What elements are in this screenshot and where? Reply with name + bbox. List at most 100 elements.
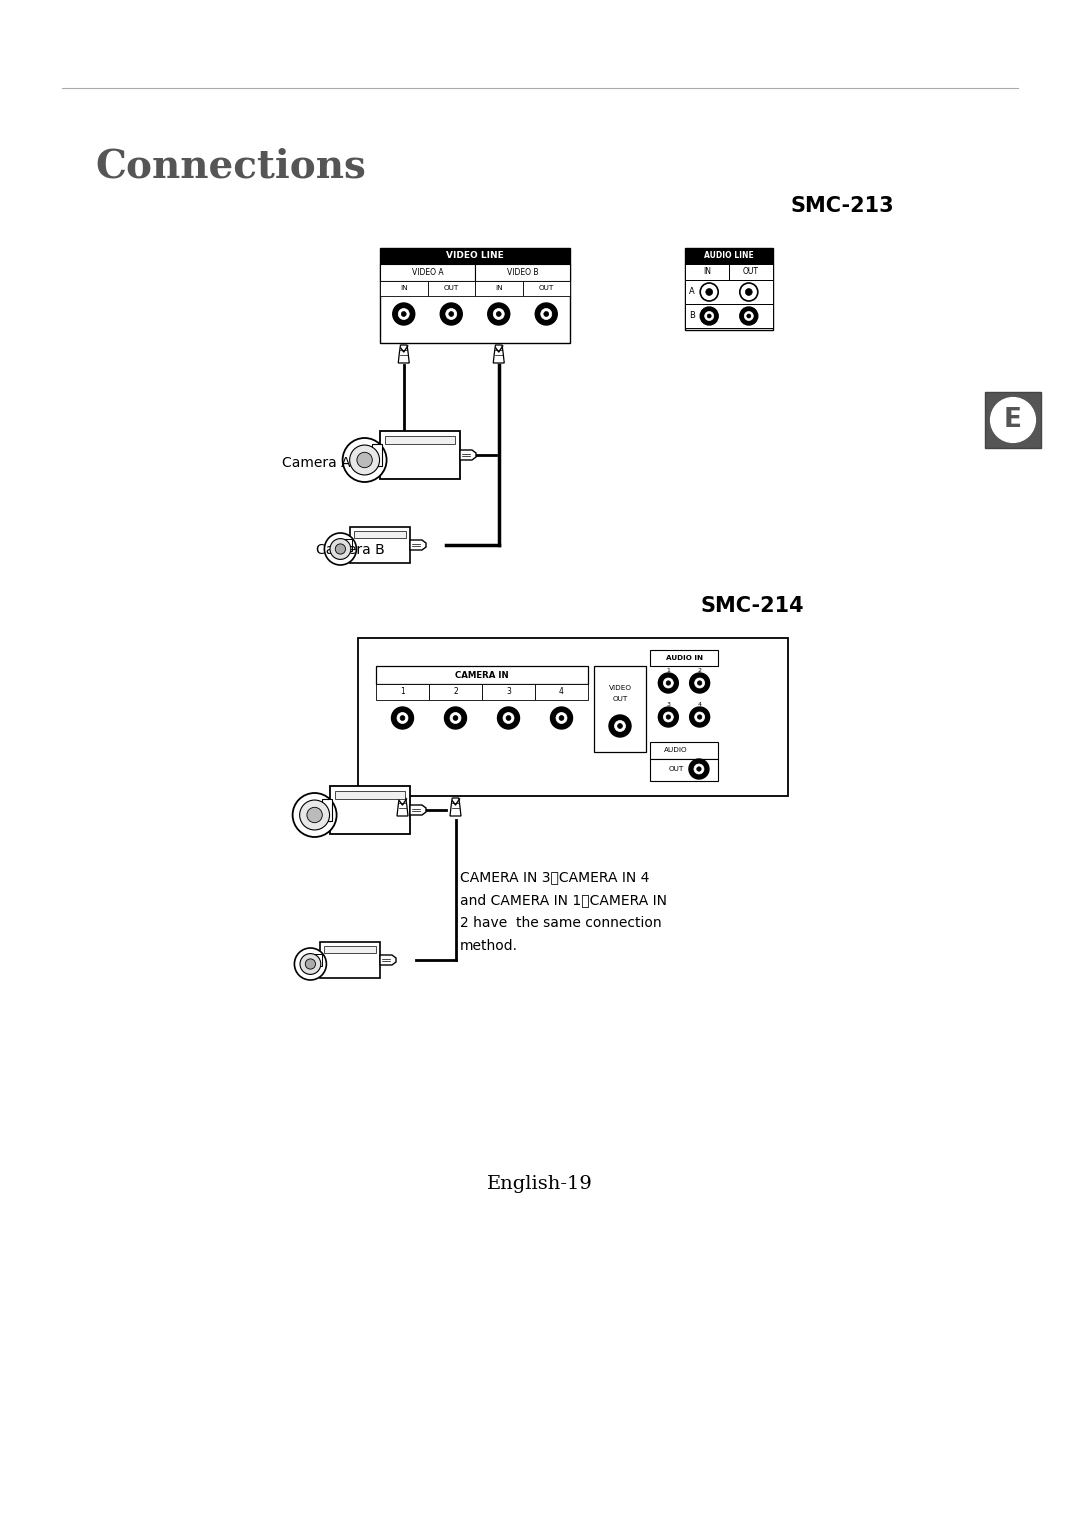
Circle shape xyxy=(330,538,351,559)
Text: CAMERA IN: CAMERA IN xyxy=(455,671,509,680)
Polygon shape xyxy=(410,805,426,814)
Bar xyxy=(475,264,570,281)
Circle shape xyxy=(694,678,704,688)
Circle shape xyxy=(400,715,405,720)
Bar xyxy=(350,527,410,562)
Bar xyxy=(324,946,376,953)
Circle shape xyxy=(299,801,329,830)
Text: OUT: OUT xyxy=(539,286,554,292)
Bar xyxy=(330,785,410,834)
Circle shape xyxy=(335,544,346,555)
Text: 2: 2 xyxy=(454,688,458,697)
Bar xyxy=(985,393,1041,448)
Circle shape xyxy=(747,315,751,318)
Text: VIDEO B: VIDEO B xyxy=(507,267,538,277)
Circle shape xyxy=(663,712,673,723)
Polygon shape xyxy=(450,798,461,816)
Circle shape xyxy=(356,452,373,468)
Bar xyxy=(376,666,588,685)
Bar xyxy=(380,248,570,264)
Circle shape xyxy=(689,759,708,779)
Text: A: A xyxy=(689,287,694,296)
Text: SMC-213: SMC-213 xyxy=(789,196,893,215)
Text: VIDEO A: VIDEO A xyxy=(411,267,443,277)
Circle shape xyxy=(663,678,673,688)
Bar xyxy=(429,685,482,700)
Polygon shape xyxy=(410,539,426,550)
Circle shape xyxy=(441,303,462,325)
Circle shape xyxy=(690,707,710,727)
Text: B: B xyxy=(689,312,694,321)
Bar xyxy=(650,759,718,781)
Text: 4: 4 xyxy=(559,688,564,697)
Text: 1: 1 xyxy=(400,688,405,697)
Text: 4: 4 xyxy=(698,701,702,706)
Circle shape xyxy=(541,309,552,319)
Circle shape xyxy=(503,712,514,723)
Circle shape xyxy=(744,312,754,321)
Circle shape xyxy=(446,309,457,319)
Bar xyxy=(320,941,380,978)
Bar xyxy=(685,304,773,329)
Polygon shape xyxy=(494,345,504,364)
Circle shape xyxy=(707,315,712,318)
Circle shape xyxy=(350,445,379,475)
Circle shape xyxy=(740,283,758,301)
Text: SMC-214: SMC-214 xyxy=(700,596,804,616)
Bar xyxy=(380,264,475,281)
Circle shape xyxy=(559,715,564,720)
Bar xyxy=(322,799,332,821)
Polygon shape xyxy=(399,345,409,364)
Circle shape xyxy=(698,681,702,685)
Text: and CAMERA IN 1，CAMERA IN: and CAMERA IN 1，CAMERA IN xyxy=(460,892,667,908)
Text: OUT: OUT xyxy=(669,766,684,772)
Text: 3: 3 xyxy=(666,701,671,706)
Circle shape xyxy=(666,715,671,720)
Circle shape xyxy=(295,947,326,979)
Text: Camera A: Camera A xyxy=(282,455,351,471)
Text: 3: 3 xyxy=(507,688,511,697)
Circle shape xyxy=(615,721,625,732)
Circle shape xyxy=(551,707,572,729)
Text: 2 have  the same connection: 2 have the same connection xyxy=(460,915,662,931)
Circle shape xyxy=(507,715,511,720)
Circle shape xyxy=(700,307,718,325)
Bar xyxy=(685,264,773,330)
Text: VIDEO LINE: VIDEO LINE xyxy=(446,252,504,260)
Bar xyxy=(523,281,570,296)
Circle shape xyxy=(659,707,678,727)
Text: 1: 1 xyxy=(666,668,671,672)
Text: VIDEO: VIDEO xyxy=(608,685,632,691)
Text: IN: IN xyxy=(495,286,502,292)
Bar xyxy=(335,792,405,799)
Circle shape xyxy=(497,312,501,316)
Circle shape xyxy=(536,303,557,325)
Circle shape xyxy=(706,289,713,295)
Text: CAMERA IN 3，CAMERA IN 4: CAMERA IN 3，CAMERA IN 4 xyxy=(460,869,649,885)
Circle shape xyxy=(700,283,718,301)
Bar xyxy=(380,431,460,478)
Circle shape xyxy=(618,724,622,729)
Bar xyxy=(384,435,455,445)
Circle shape xyxy=(393,303,415,325)
Circle shape xyxy=(694,712,704,723)
Text: IN: IN xyxy=(400,286,407,292)
Circle shape xyxy=(488,303,510,325)
Circle shape xyxy=(454,715,458,720)
Text: AUDIO LINE: AUDIO LINE xyxy=(704,252,754,260)
Circle shape xyxy=(342,439,387,481)
Circle shape xyxy=(498,707,519,729)
Circle shape xyxy=(745,289,752,295)
Text: Connections: Connections xyxy=(95,148,366,186)
Circle shape xyxy=(544,312,549,316)
Text: OUT: OUT xyxy=(612,695,627,701)
Bar xyxy=(729,264,773,280)
Circle shape xyxy=(697,767,701,772)
Circle shape xyxy=(450,712,461,723)
Text: OUT: OUT xyxy=(743,267,759,277)
Bar xyxy=(380,281,428,296)
Circle shape xyxy=(402,312,406,316)
Circle shape xyxy=(397,712,408,723)
Circle shape xyxy=(307,807,322,822)
Polygon shape xyxy=(460,451,476,460)
